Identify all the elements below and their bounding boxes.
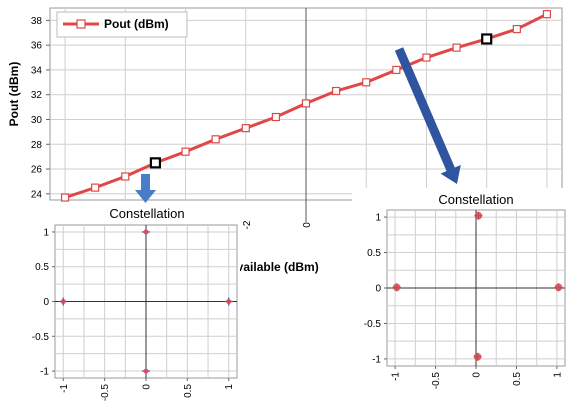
y-tick-label: 0.5 [367, 248, 381, 259]
arrow-right-shape [394, 47, 461, 185]
pout-data-point [362, 78, 371, 87]
constellation-point [143, 368, 149, 374]
x-tick-label: -1 [59, 384, 70, 393]
pout-data-point [121, 172, 130, 181]
y-tick-label: -0.5 [364, 319, 382, 330]
pout-data-point [512, 24, 521, 34]
arrow-left [135, 174, 156, 203]
x-tick-label: -0.5 [431, 372, 442, 390]
x-axis-label: Pavailable (dBm) [222, 260, 319, 274]
y-tick-label: 28 [31, 140, 43, 151]
highlighted-point [481, 33, 493, 45]
pout-data-point [422, 53, 431, 62]
highlighted-point [149, 157, 162, 169]
constellation-left: Constellation 1 0.5 0 -0.5 -1 -1 -0.5 0 0.5 1 [0, 202, 240, 418]
constellation-title: Constellation [109, 206, 184, 221]
pout-data-point [392, 65, 401, 75]
y-tick-label: 36 [31, 41, 43, 52]
y-tick-label: 0.5 [35, 262, 49, 273]
y-tick-label: -1 [372, 354, 381, 365]
y-tick-label: 30 [31, 115, 43, 126]
arrow-right [394, 47, 461, 185]
constellation-point [226, 298, 232, 305]
x-tick-label: -1 [391, 372, 402, 381]
y-tick-label: 38 [31, 16, 43, 27]
constellation-point [143, 229, 149, 235]
y-tick-label: -0.5 [32, 332, 50, 343]
x-tick-label: 0 [472, 372, 483, 378]
legend-marker [76, 19, 86, 29]
x-tick-label: 0.5 [183, 384, 194, 398]
pout-data-point [60, 193, 70, 202]
pout-data-point [91, 183, 100, 192]
constellation-title: Constellation [438, 192, 513, 207]
x-tick-label: 0 [302, 222, 313, 228]
x-tick-label: 0 [142, 384, 153, 390]
y-tick-label: 0 [375, 284, 381, 295]
constellation-point [392, 283, 401, 292]
pout-data-point [452, 43, 461, 52]
x-tick-label: 0.5 [512, 372, 523, 386]
legend-label: Pout (dBm) [104, 17, 169, 31]
x-tick-label: -2 [242, 220, 253, 229]
constellation-point [60, 298, 66, 305]
constellation-right: Constellation 1 0.5 0 -0.5 -1 -1 -0.5 0 0.5 1 [352, 188, 569, 418]
y-axis-label: Pout (dBm) [7, 62, 21, 127]
pout-data-point [241, 124, 250, 133]
pout-data-point [301, 99, 311, 108]
x-tick-label: 1 [552, 372, 563, 378]
y-tick-label: 24 [31, 189, 43, 200]
y-tick-label: 26 [31, 165, 43, 176]
constellation-point [474, 211, 483, 220]
x-tick-label: 1 [224, 384, 235, 390]
y-tick-label: 34 [31, 65, 43, 76]
annotation-arrows [135, 47, 461, 203]
pout-data-point [332, 86, 341, 96]
pout-data-point [271, 112, 280, 122]
pout-data-point [181, 147, 190, 156]
constellation-point [473, 352, 482, 361]
y-tick-label: 1 [43, 227, 49, 238]
y-tick-label: -1 [40, 367, 49, 378]
pout-data-point [211, 135, 220, 144]
constellation-point [554, 283, 563, 292]
y-tick-label: 1 [375, 213, 381, 224]
y-tick-label: 32 [31, 90, 43, 101]
x-tick-label: -0.5 [100, 384, 111, 402]
pout-data-point [542, 10, 552, 19]
y-tick-label: 0 [43, 297, 49, 308]
